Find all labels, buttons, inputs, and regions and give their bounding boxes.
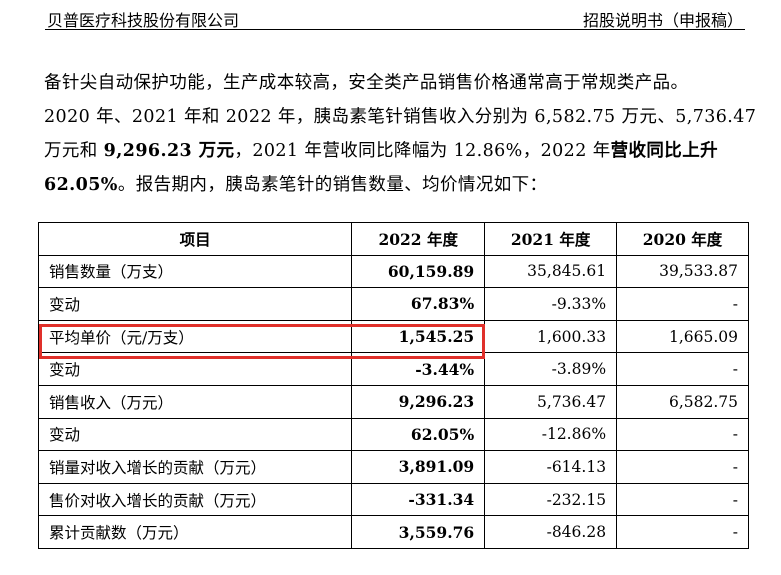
header-item: 项目 <box>37 222 353 256</box>
cell-2020: - <box>616 417 749 452</box>
cell-2022: -3.44% <box>351 352 486 386</box>
cell-2021: 1,600.33 <box>484 319 618 354</box>
paragraph-line-4: 62.05%。报告期内，胰岛素笔针的销售数量、均价情况如下： <box>44 168 764 202</box>
cell-2021: 5,736.47 <box>484 384 618 419</box>
paragraph-line-1: 备针尖自动保护功能，生产成本较高，安全类产品销售价格通常高于常规类产品。 <box>44 73 689 93</box>
cell-2022: 3,891.09 <box>351 450 486 484</box>
cell-2022: 67.83% <box>351 287 486 321</box>
cell-2020: - <box>616 287 749 321</box>
cell-2020: - <box>616 450 749 484</box>
table-row: 平均单价（元/万支） 1,545.25 1,600.33 1,665.09 <box>37 319 749 354</box>
text-segment: 。报告期内，胰岛素笔针的销售数量、均价情况如下： <box>117 175 548 195</box>
cell-2021: -12.86% <box>484 417 618 452</box>
page-header: 贝普医疗科技股份有限公司 招股说明书（申报稿） <box>45 4 745 30</box>
table-row: 变动 67.83% -9.33% - <box>37 287 749 321</box>
cell-2021: -3.89% <box>484 352 618 386</box>
row-label: 销售数量（万支） <box>37 254 353 289</box>
row-label: 销量对收入增长的贡献（万元） <box>37 450 353 484</box>
row-label: 销售收入（万元） <box>37 384 353 419</box>
cell-2020: - <box>616 352 749 386</box>
cell-2021: -846.28 <box>484 515 618 549</box>
bold-yoy-rise: 营收同比上升 <box>610 141 719 161</box>
company-name: 贝普医疗科技股份有限公司 <box>47 11 240 30</box>
cell-2021: -614.13 <box>484 450 618 484</box>
body-paragraph: 备针尖自动保护功能，生产成本较高，安全类产品销售价格通常高于常规类产品。 202… <box>44 66 764 202</box>
cell-2020: - <box>616 482 749 517</box>
row-label: 售价对收入增长的贡献（万元） <box>37 482 353 517</box>
document-type: 招股说明书（申报稿） <box>582 11 743 30</box>
row-label: 变动 <box>37 287 353 321</box>
bold-revenue-2022: 9,296.23 万元 <box>103 141 235 161</box>
row-label: 变动 <box>37 417 353 452</box>
cell-2020: 6,582.75 <box>616 384 749 419</box>
table-row: 变动 62.05% -12.86% - <box>37 417 749 452</box>
cell-2020: 39,533.87 <box>616 254 749 289</box>
text-segment: ，2021 年营收同比降幅为 12.86%，2022 年 <box>234 141 611 161</box>
header-2021: 2021 年度 <box>484 222 618 256</box>
cell-2022: -331.34 <box>351 482 486 517</box>
cell-2020: 1,665.09 <box>616 319 749 354</box>
cell-2021: 35,845.61 <box>484 254 618 289</box>
cell-2021: -232.15 <box>484 482 618 517</box>
table-row: 变动 -3.44% -3.89% - <box>37 352 749 386</box>
paragraph-line-3: 万元和 9,296.23 万元，2021 年营收同比降幅为 12.86%，202… <box>44 134 764 168</box>
cell-2022: 60,159.89 <box>351 254 486 289</box>
table-row: 售价对收入增长的贡献（万元） -331.34 -232.15 - <box>37 482 749 517</box>
cell-2022: 9,296.23 <box>351 384 486 419</box>
row-label: 变动 <box>37 352 353 386</box>
text-segment: 万元和 <box>44 141 104 161</box>
cell-2021: -9.33% <box>484 287 618 321</box>
row-label: 平均单价（元/万支） <box>37 319 353 354</box>
table-row: 销售数量（万支） 60,159.89 35,845.61 39,533.87 <box>37 254 749 289</box>
header-2022: 2022 年度 <box>351 222 486 256</box>
table-row: 销量对收入增长的贡献（万元） 3,891.09 -614.13 - <box>37 450 749 484</box>
cell-2022: 1,545.25 <box>351 319 486 354</box>
table-header-row: 项目 2022 年度 2021 年度 2020 年度 <box>37 222 749 256</box>
cell-2020: - <box>616 515 749 549</box>
cell-2022: 62.05% <box>351 417 486 452</box>
table-row: 累计贡献数（万元） 3,559.76 -846.28 - <box>37 515 749 549</box>
row-label: 累计贡献数（万元） <box>37 515 353 549</box>
paragraph-line-2: 2020 年、2021 年和 2022 年，胰岛素笔针销售收入分别为 6,582… <box>44 107 757 127</box>
header-2020: 2020 年度 <box>616 222 749 256</box>
cell-2022: 3,559.76 <box>351 515 486 549</box>
table-row: 销售收入（万元） 9,296.23 5,736.47 6,582.75 <box>37 384 749 419</box>
sales-table: 项目 2022 年度 2021 年度 2020 年度 销售数量（万支） 60,1… <box>37 222 749 549</box>
bold-growth-rate: 62.05% <box>44 175 118 195</box>
